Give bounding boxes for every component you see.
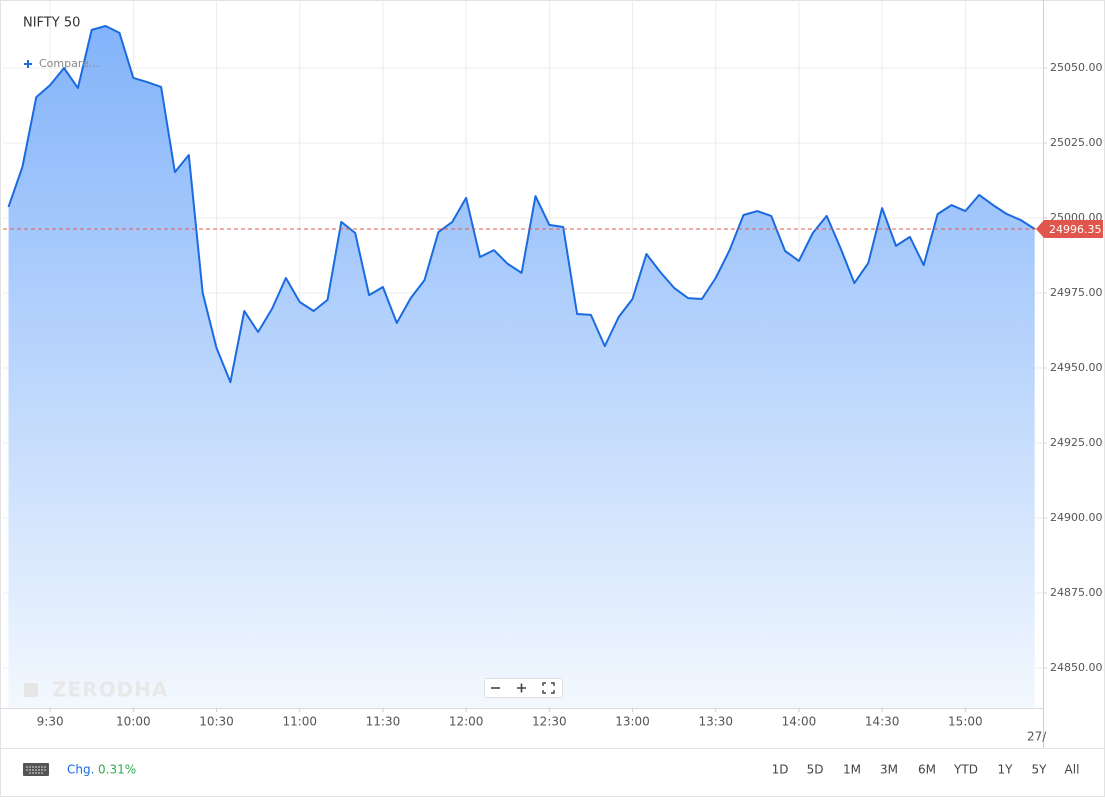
plot: [3, 25, 1043, 708]
x-tick-label: 11:30: [366, 715, 401, 729]
y-tick-label: 25050.00: [1050, 61, 1103, 74]
y-tick-label: 25025.00: [1050, 136, 1103, 149]
range-button[interactable]: 5Y: [1032, 763, 1048, 777]
change-value: 0.31%: [98, 763, 136, 777]
range-button[interactable]: 5D: [807, 763, 824, 777]
watermark-text: ZERODHA: [52, 678, 168, 702]
x-tick-label: 12:30: [532, 715, 567, 729]
range-button[interactable]: 6M: [918, 763, 936, 777]
fullscreen[interactable]: [542, 682, 555, 694]
x-tick-label: 10:30: [199, 715, 234, 729]
x-tick-label: 15:00: [948, 715, 983, 729]
x-tick-label: 11:00: [282, 715, 317, 729]
compare-label[interactable]: Compare...: [39, 57, 99, 70]
range-button[interactable]: 1M: [843, 763, 861, 777]
watermark: ZERODHA: [24, 678, 168, 702]
keyboard-icon[interactable]: [23, 763, 49, 776]
zoom-in[interactable]: [517, 683, 526, 693]
x-tick-label: 14:30: [865, 715, 900, 729]
x-tick-label: 12:00: [449, 715, 484, 729]
x-tick-label: 9:30: [37, 715, 64, 729]
chart-title: NIFTY 50: [23, 16, 80, 31]
zoom-controls: [484, 678, 563, 698]
y-tick-label: 24925.00: [1050, 436, 1103, 449]
range-button[interactable]: All: [1065, 763, 1080, 777]
range-button[interactable]: YTD: [953, 763, 978, 777]
x-tick-label: 14:00: [782, 715, 817, 729]
range-buttons: 1D 5D 1M 3M 6M YTD 1Y 5Y All: [772, 763, 1080, 777]
y-tick-label: 24975.00: [1050, 286, 1103, 299]
last-price-label: 24996.35: [1049, 223, 1102, 236]
change-label: Chg.: [67, 763, 94, 777]
price-line: [7, 25, 1036, 384]
range-button[interactable]: 1D: [772, 763, 789, 777]
range-button[interactable]: 1Y: [998, 763, 1014, 777]
area-fill: [8, 26, 1035, 708]
x-tick-label: 13:30: [698, 715, 733, 729]
x-tick-label: 10:00: [116, 715, 151, 729]
y-tick-label: 24900.00: [1050, 511, 1103, 524]
last-price-tag: [1036, 219, 1103, 238]
y-tick-label: 24950.00: [1050, 361, 1103, 374]
compare-button[interactable]: Compare...: [24, 57, 99, 70]
x-edge-label: 27/: [1027, 730, 1047, 744]
range-button[interactable]: 3M: [880, 763, 898, 777]
y-tick-label: 24875.00: [1050, 586, 1103, 599]
x-tick-label: 13:00: [615, 715, 650, 729]
y-tick-label: 24850.00: [1050, 661, 1103, 674]
